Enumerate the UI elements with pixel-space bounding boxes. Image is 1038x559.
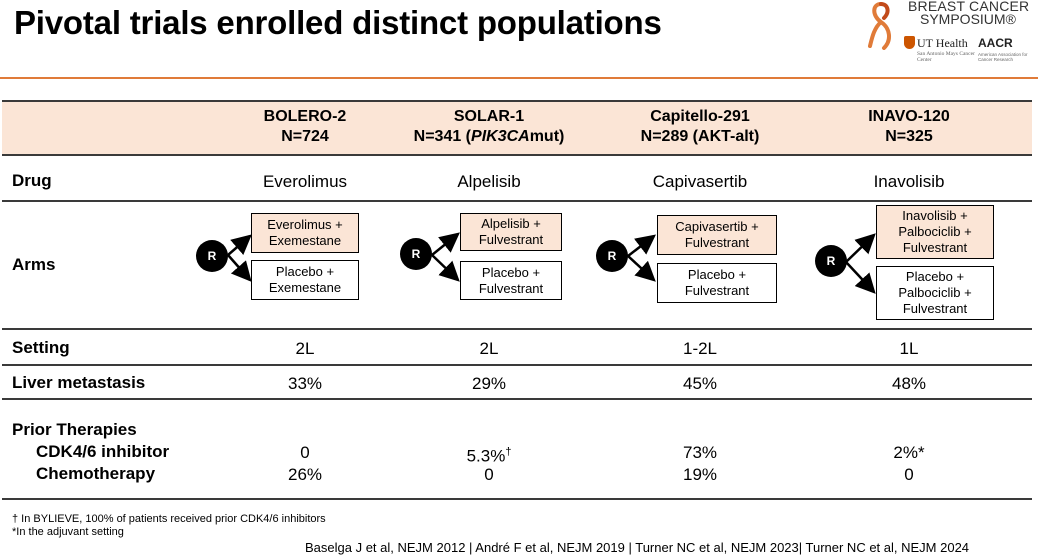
trial-name: Capitello-291 (650, 108, 750, 125)
trial-n: N=341 (PIK3CAmut) (413, 128, 565, 145)
trial-n: N=325 (885, 128, 933, 145)
drug-cell: Everolimus (262, 172, 348, 191)
drug-cell: Inavolisib (873, 172, 945, 191)
liver-cell: 33% (287, 374, 323, 393)
row-label-setting: Setting (12, 338, 70, 357)
treatment-arm-box: Capivasertib + Fulvestrant (657, 215, 777, 255)
arm-arrow (227, 254, 252, 282)
cdk46-cell: 73% (682, 443, 718, 462)
row-label-drug: Drug (12, 171, 52, 190)
ut-health-logo: UT Health (904, 36, 968, 51)
table-rule (2, 100, 1032, 102)
row-label-prior-therapies: Prior Therapies (12, 420, 137, 439)
control-arm-box: Placebo + Fulvestrant (657, 263, 777, 303)
column-header-inavo120: INAVO-120 N=325 (799, 107, 1019, 147)
table-rule (2, 328, 1032, 330)
table-rule (2, 154, 1032, 156)
chemo-cell: 0 (484, 465, 494, 484)
arm-arrow (431, 254, 460, 282)
logo-text-line1: BREAST CANCER (908, 0, 1030, 14)
setting-cell: 1-2L (682, 339, 718, 358)
table-header (2, 102, 1032, 154)
aacr-logo: AACR (978, 36, 1013, 50)
row-label-chemotherapy: Chemotherapy (36, 464, 156, 483)
ut-health-text: UT Health (917, 36, 968, 50)
slide-title: Pivotal trials enrolled distinct populat… (14, 4, 662, 41)
footnote-dagger: † In BYLIEVE, 100% of patients received … (12, 513, 326, 525)
row-label-cdk46: CDK4/6 inhibitor (36, 442, 170, 461)
trial-n: N=289 (AKT-alt) (640, 128, 760, 145)
setting-cell: 1L (899, 339, 919, 358)
row-label-arms: Arms (12, 255, 56, 274)
arms-arrows (227, 232, 876, 294)
chemo-cell: 0 (904, 465, 914, 484)
ut-health-subtext: San Antonio Mays Cancer Center (917, 51, 975, 63)
references: Baselga J et al, NEJM 2012 | André F et … (305, 540, 970, 555)
randomization-node: R (400, 238, 432, 270)
title-divider (0, 77, 1038, 79)
footnote-star: *In the adjuvant setting (12, 526, 124, 538)
treatment-arm-box: Alpelisib + Fulvestrant (460, 213, 562, 251)
arm-arrow (845, 233, 876, 263)
conference-logo: BREAST CANCER SYMPOSIUM® UT Health San A… (862, 0, 1032, 70)
chemo-cell: 19% (682, 465, 718, 484)
table-rule (2, 398, 1032, 400)
arm-arrow (627, 234, 656, 257)
table-rule (2, 498, 1032, 500)
control-arm-box: Placebo + Exemestane (251, 260, 359, 300)
logo-text-line2: SYMPOSIUM® (920, 11, 1016, 27)
trial-n: N=724 (281, 128, 329, 145)
table-rule (2, 200, 1032, 202)
liver-cell: 29% (471, 374, 507, 393)
arm-arrow (431, 232, 460, 256)
treatment-arm-box: Inavolisib + Palbociclib + Fulvestrant (876, 205, 994, 259)
arm-arrow (227, 234, 252, 256)
column-header-capitello291: Capitello-291 N=289 (AKT-alt) (590, 107, 810, 147)
ribbon-icon (868, 2, 891, 50)
setting-cell: 2L (295, 339, 315, 358)
arm-arrow (627, 255, 656, 282)
liver-cell: 48% (891, 374, 927, 393)
setting-cell: 2L (479, 339, 499, 358)
drug-cell: Alpelisib (457, 172, 521, 191)
randomization-node: R (815, 245, 847, 277)
cdk46-cell: 5.3%† (466, 446, 512, 466)
trial-name: INAVO-120 (868, 108, 950, 125)
aacr-subtext: American Association for Cancer Research (978, 52, 1028, 62)
ut-shield-icon (904, 36, 915, 49)
cdk46-cell: 2%* (893, 443, 925, 462)
randomization-node: R (596, 240, 628, 272)
trial-name: SOLAR-1 (453, 108, 525, 125)
chemo-cell: 26% (287, 465, 323, 484)
cdk46-cell: 0 (300, 443, 310, 462)
drug-cell: Capivasertib (652, 172, 748, 191)
randomization-node: R (196, 240, 228, 272)
row-label-liver-metastasis: Liver metastasis (12, 373, 146, 392)
liver-cell: 45% (682, 374, 718, 393)
arm-arrow (845, 261, 876, 294)
dagger-mark: † (505, 446, 512, 458)
control-arm-box: Placebo + Fulvestrant (460, 261, 562, 300)
treatment-arm-box: Everolimus + Exemestane (251, 213, 359, 253)
table-rule (2, 364, 1032, 366)
column-header-solar1: SOLAR-1 N=341 (PIK3CAmut) (379, 107, 599, 147)
trial-name: BOLERO-2 (263, 108, 347, 125)
column-header-bolero2: BOLERO-2 N=724 (195, 107, 415, 147)
control-arm-box: Placebo + Palbociclib + Fulvestrant (876, 266, 994, 320)
